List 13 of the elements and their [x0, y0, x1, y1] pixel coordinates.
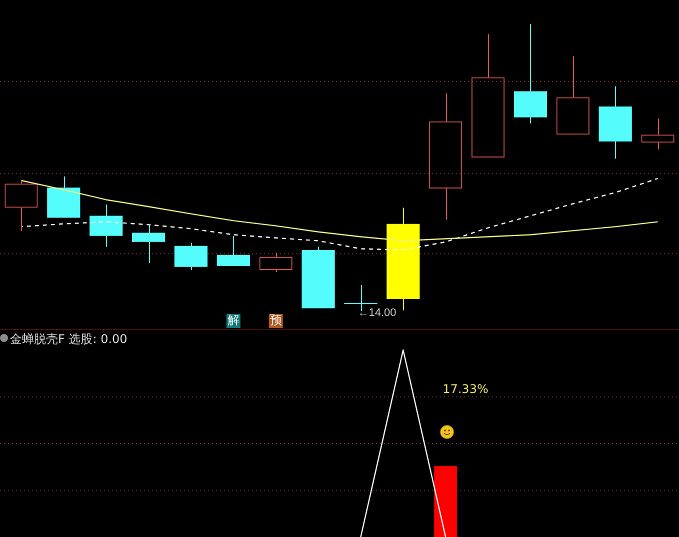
candlestick [90, 204, 123, 248]
candlestick [216, 235, 250, 266]
annotation: 17.33% [442, 382, 488, 396]
annotation: ←14.00 [358, 307, 396, 320]
text: 预 [270, 313, 282, 328]
text: 解 [227, 313, 240, 328]
candlestick [598, 86, 632, 160]
chart-title: 金蝉脱壳F 选股: 0.00 [10, 332, 128, 347]
candlestick [174, 242, 208, 271]
candlestick [47, 176, 80, 218]
candlestick [302, 246, 335, 308]
candlestick [514, 24, 548, 124]
candlestick [132, 223, 166, 264]
